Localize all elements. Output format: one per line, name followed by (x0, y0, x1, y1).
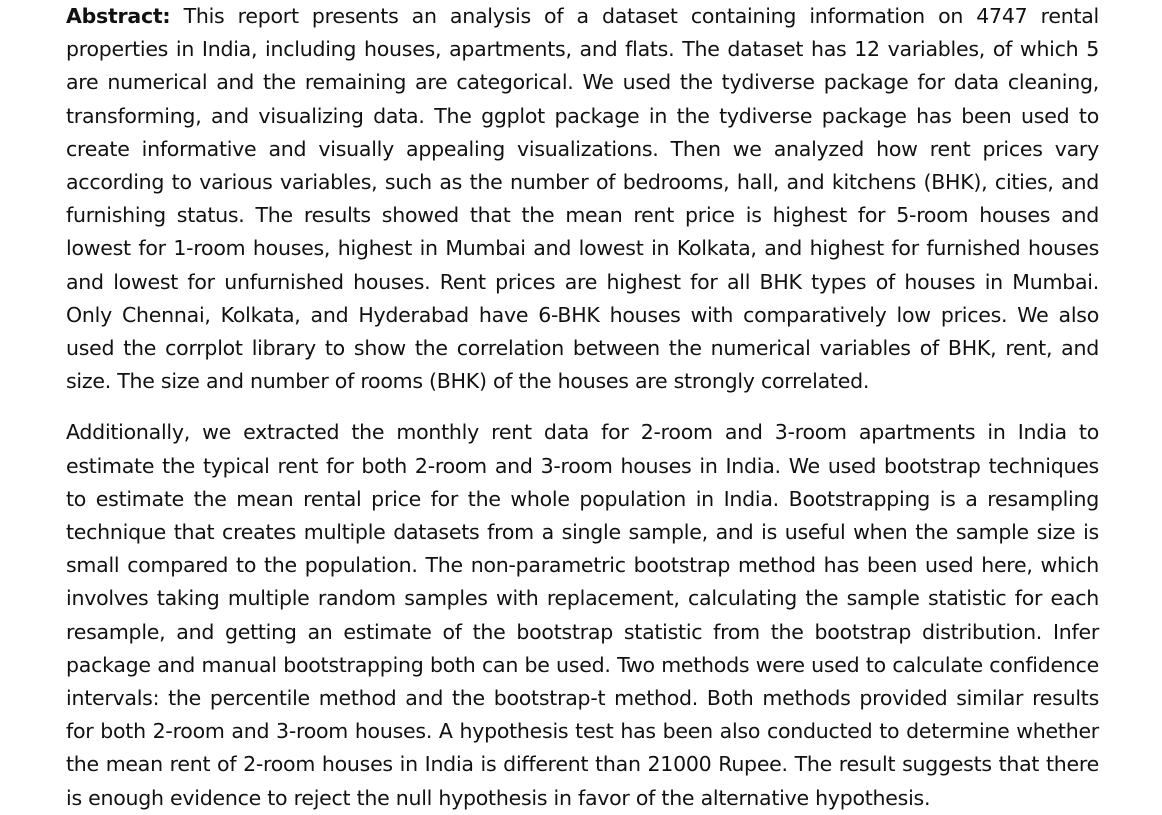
abstract-paragraph-1: Abstract: This report presents an analys… (66, 0, 1099, 398)
abstract-label: Abstract: (66, 4, 171, 28)
abstract-paragraph-2-text: Additionally, we extracted the monthly r… (66, 420, 1099, 810)
abstract-paragraph-2: Additionally, we extracted the monthly r… (66, 416, 1099, 814)
abstract-paragraph-1-text: This report presents an analysis of a da… (66, 4, 1099, 394)
document-page: Abstract: This report presents an analys… (66, 0, 1099, 815)
